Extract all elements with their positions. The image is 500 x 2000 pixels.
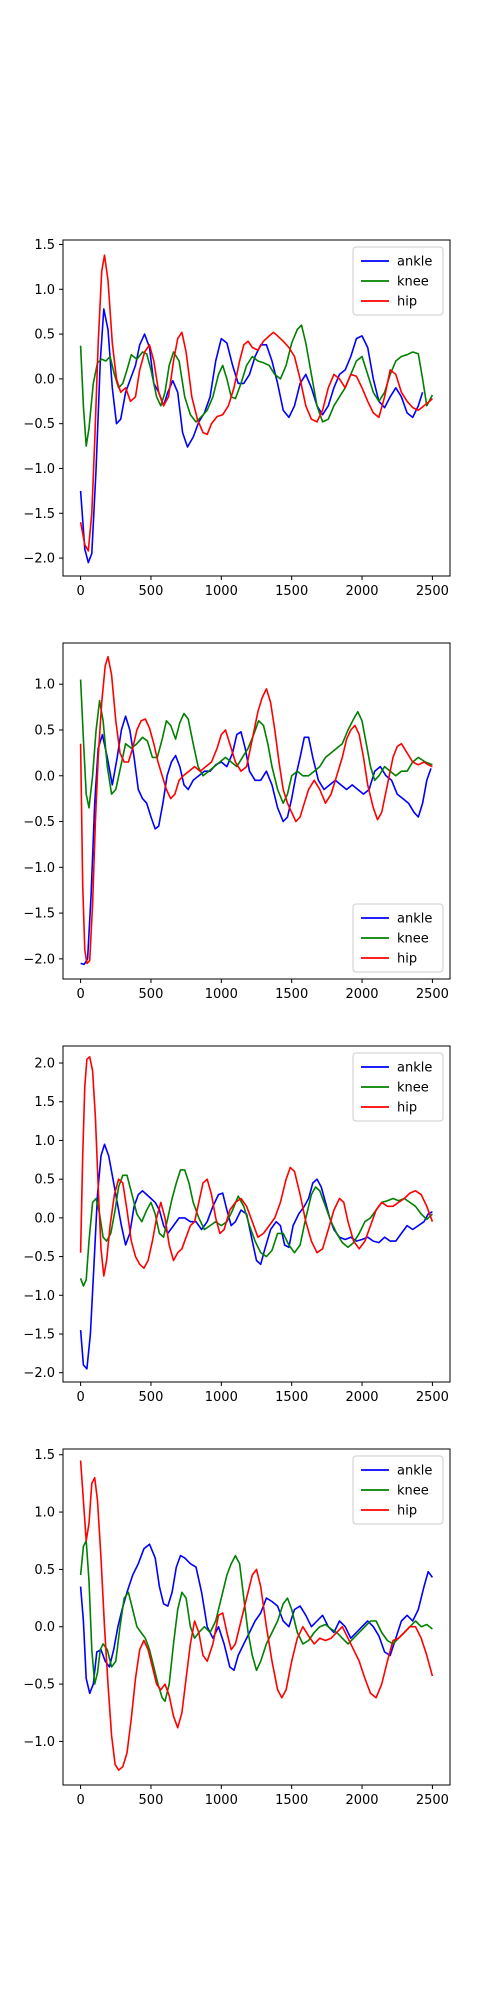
legend-label-ankle: ankle xyxy=(397,1061,432,1076)
axes-frame xyxy=(62,239,451,577)
legend: ankle knee hip xyxy=(352,903,444,973)
x-tick-label: 2500 xyxy=(416,1793,449,1808)
x-tick-label: 1500 xyxy=(275,987,308,1002)
x-tick-label: 2500 xyxy=(416,584,449,599)
legend-box xyxy=(352,1455,444,1525)
y-tick-label: −0.5 xyxy=(23,1678,55,1693)
series-line-ankle xyxy=(79,308,424,564)
y-tick-label: 0.0 xyxy=(34,1211,55,1226)
y-tick-label: −1.5 xyxy=(23,1328,55,1343)
y-tick-label: −1.0 xyxy=(23,1289,55,1304)
legend-box xyxy=(352,1052,444,1122)
y-tick-label: 1.5 xyxy=(34,1095,55,1110)
series-line-hip xyxy=(79,655,433,965)
legend-label-hip: hip xyxy=(397,295,417,310)
x-tick-label: 0 xyxy=(76,1793,84,1808)
x-tick-label: 0 xyxy=(76,1390,84,1405)
y-tick-label: −0.5 xyxy=(23,1250,55,1265)
x-tick-label: 1500 xyxy=(275,1390,308,1405)
y-tick-label: −2.0 xyxy=(23,952,55,967)
y-tick-label: −0.5 xyxy=(23,417,55,432)
x-tick-label: 1500 xyxy=(275,1793,308,1808)
axes-frame xyxy=(62,1045,451,1383)
y-tick-label: −2.0 xyxy=(23,1366,55,1381)
series-line-knee xyxy=(79,679,433,809)
y-tick-label: 1.0 xyxy=(34,678,55,693)
series-line-knee xyxy=(79,324,434,447)
subplot-2: 0 500 1000 1500 2000 2500 −2.0 −1.5 −1.0 −0.5 0.0 0… xyxy=(23,642,451,1002)
legend-label-ankle: ankle xyxy=(397,912,432,927)
series-line-hip xyxy=(79,1056,434,1277)
x-tick-label: 2500 xyxy=(416,1390,449,1405)
y-tick-label: 0.5 xyxy=(34,328,55,343)
legend-label-knee: knee xyxy=(397,932,429,947)
legend-label-knee: knee xyxy=(397,1484,429,1499)
y-tick-label: 0.0 xyxy=(34,769,55,784)
x-tick-label: 1000 xyxy=(205,584,238,599)
y-tick-label: 1.5 xyxy=(34,238,55,253)
x-tick-label: 500 xyxy=(139,1793,164,1808)
series-line-hip xyxy=(79,254,433,552)
y-tick-label: −1.5 xyxy=(23,907,55,922)
y-tick-label: 0.0 xyxy=(34,372,55,387)
y-tick-label: 1.0 xyxy=(34,283,55,298)
x-tick-label: 500 xyxy=(139,987,164,1002)
y-tick-label: 0.5 xyxy=(34,723,55,738)
subplot-3: 0 500 1000 1500 2000 2500 −2.0 −1.5 −1.0 −0.5 0.0 0… xyxy=(23,1045,451,1405)
y-tick-label: −1.0 xyxy=(23,861,55,876)
y-tick-label: −1.0 xyxy=(23,1735,55,1750)
subplot-4: 0 500 1000 1500 2000 2500 −1.0 −0.5 0.0 0.5 1.0 1.5… xyxy=(23,1448,451,1808)
x-tick-label: 2000 xyxy=(345,1390,378,1405)
y-tick-label: −1.0 xyxy=(23,462,55,477)
series-line-knee xyxy=(79,1539,433,1703)
axes-frame xyxy=(62,1448,451,1786)
series-line-knee xyxy=(79,1169,433,1287)
x-tick-label: 1000 xyxy=(205,987,238,1002)
y-tick-label: 0.5 xyxy=(34,1173,55,1188)
y-tick-label: −2.0 xyxy=(23,552,55,567)
y-tick-label: −0.5 xyxy=(23,815,55,830)
series-line-ankle xyxy=(79,1143,433,1370)
y-tick-label: −1.5 xyxy=(23,507,55,522)
y-tick-label: 1.5 xyxy=(34,1448,55,1463)
y-tick-label: 1.0 xyxy=(34,1506,55,1521)
legend-label-ankle: ankle xyxy=(397,255,432,270)
legend: ankle knee hip xyxy=(352,246,444,316)
legend-label-hip: hip xyxy=(397,952,417,967)
legend-box xyxy=(352,903,444,973)
legend-label-ankle: ankle xyxy=(397,1464,432,1479)
y-tick-label: 0.0 xyxy=(34,1620,55,1635)
x-tick-label: 1500 xyxy=(275,584,308,599)
y-tick-label: 2.0 xyxy=(34,1057,55,1072)
series-line-ankle xyxy=(80,715,432,966)
x-tick-label: 1000 xyxy=(205,1390,238,1405)
y-tick-label: 1.0 xyxy=(34,1134,55,1149)
x-tick-label: 0 xyxy=(76,584,84,599)
x-tick-label: 2000 xyxy=(345,987,378,1002)
subplot-1: 0 500 1000 1500 2000 2500 −2.0 −1.5 −1.0 −0.5 0.0 0… xyxy=(23,238,451,599)
legend: ankle knee hip xyxy=(352,1455,444,1525)
x-tick-label: 500 xyxy=(139,584,164,599)
legend-label-hip: hip xyxy=(397,1504,417,1519)
x-tick-label: 2500 xyxy=(416,987,449,1002)
x-tick-label: 0 xyxy=(76,987,84,1002)
x-tick-label: 500 xyxy=(139,1390,164,1405)
series-line-hip xyxy=(79,1460,434,1771)
x-tick-label: 2000 xyxy=(345,1793,378,1808)
axes-frame xyxy=(62,642,451,980)
legend-label-hip: hip xyxy=(397,1101,417,1116)
legend-label-knee: knee xyxy=(397,275,429,290)
x-tick-label: 2000 xyxy=(345,584,378,599)
legend-box xyxy=(352,246,444,316)
legend-label-knee: knee xyxy=(397,1081,429,1096)
y-tick-label: 0.5 xyxy=(34,1563,55,1578)
legend: ankle knee hip xyxy=(352,1052,444,1122)
x-tick-label: 1000 xyxy=(205,1793,238,1808)
